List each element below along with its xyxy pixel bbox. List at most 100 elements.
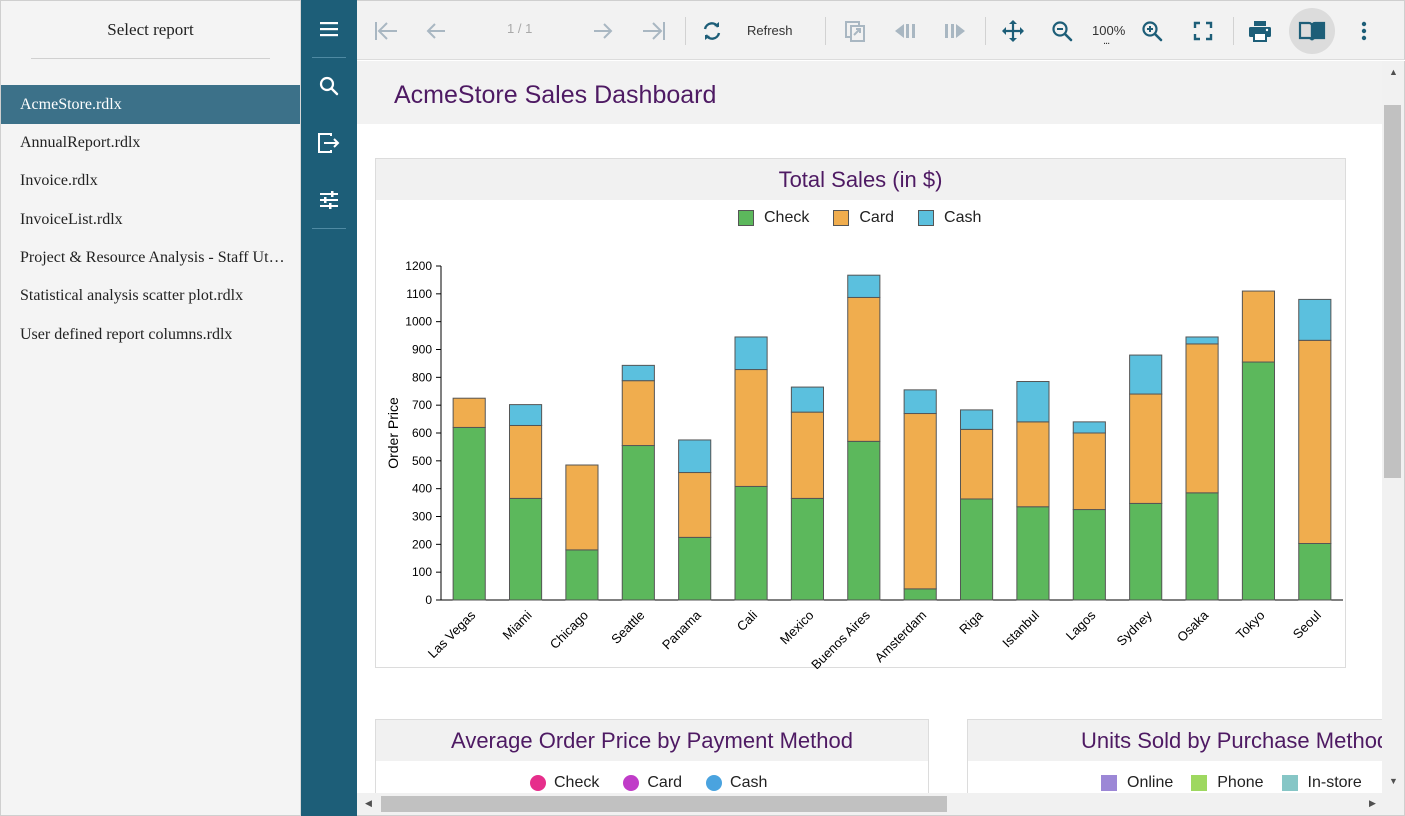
sidebar-divider xyxy=(312,57,346,58)
horizontal-scrollbar[interactable]: ◀ ▶ xyxy=(357,793,1382,816)
last-page-button[interactable] xyxy=(639,11,669,51)
avg-order-price-legend: Check Card Cash xyxy=(530,774,791,792)
report-item-invoicelist[interactable]: InvoiceList.rdlx xyxy=(1,201,300,239)
units-sold-title: Units Sold by Purchase Method xyxy=(968,720,1382,761)
x-tick-label: Istanbul xyxy=(999,607,1042,650)
bar-cash xyxy=(1298,298,1332,341)
first-page-button[interactable] xyxy=(371,11,401,51)
zoom-level[interactable]: 100% xyxy=(1092,23,1126,38)
fullscreen-button[interactable] xyxy=(1188,11,1218,51)
bar-check xyxy=(621,445,655,601)
parent-report-button[interactable] xyxy=(840,11,870,51)
legend-swatch-check xyxy=(738,210,754,226)
fullscreen-icon xyxy=(1193,21,1213,41)
legend-item-online: Online xyxy=(1101,774,1173,792)
legend-item-instore: In-store xyxy=(1281,774,1362,792)
pan-mode-button[interactable] xyxy=(998,11,1028,51)
bar-cash xyxy=(678,439,712,474)
bar-card xyxy=(452,397,486,428)
bar-cash xyxy=(621,364,655,382)
bar-cash xyxy=(1129,354,1163,395)
bar-check xyxy=(1298,542,1332,601)
bar-card xyxy=(508,424,543,499)
report-list: AcmeStore.rdlx AnnualReport.rdlx Invoice… xyxy=(1,85,300,354)
legend-label: In-store xyxy=(1307,774,1362,791)
toolbar-divider xyxy=(985,17,986,45)
bar-check xyxy=(847,440,881,601)
bar-cash xyxy=(790,386,825,413)
next-section-button[interactable] xyxy=(940,11,970,51)
bar-cash xyxy=(734,336,768,371)
bar-card xyxy=(790,411,825,499)
parameters-button[interactable] xyxy=(301,172,357,228)
legend-swatch-card xyxy=(833,210,850,226)
bar-check xyxy=(452,426,486,601)
previous-page-button[interactable] xyxy=(421,11,451,51)
report-item-annualreport[interactable]: AnnualReport.rdlx xyxy=(1,124,300,162)
pan-mode-icon xyxy=(1002,20,1024,42)
bar-card xyxy=(903,413,937,590)
report-item-invoice[interactable]: Invoice.rdlx xyxy=(1,162,300,200)
scrollbar-corner xyxy=(1382,793,1405,816)
legend-item-check: Check xyxy=(738,209,809,227)
next-section-icon xyxy=(945,24,965,38)
y-axis-label: Order Price xyxy=(385,397,401,469)
x-tick-label: Panama xyxy=(659,607,704,652)
more-options-button[interactable] xyxy=(1349,11,1379,51)
scroll-left-arrow[interactable]: ◀ xyxy=(365,798,372,808)
more-options-icon xyxy=(1361,21,1367,41)
report-item-label: AnnualReport.rdlx xyxy=(20,134,141,152)
galley-mode-button[interactable] xyxy=(1297,11,1327,51)
search-button[interactable] xyxy=(301,58,357,114)
toolbar-divider xyxy=(1233,17,1234,45)
bar-check xyxy=(1185,492,1219,601)
zoom-dropdown[interactable]: ... xyxy=(1103,35,1110,47)
report-item-acmestore[interactable]: AcmeStore.rdlx xyxy=(1,85,300,124)
scroll-right-arrow[interactable]: ▶ xyxy=(1369,798,1376,808)
parent-report-icon xyxy=(845,21,865,42)
y-tick-label: 500 xyxy=(412,454,432,468)
print-button[interactable] xyxy=(1245,11,1275,51)
horizontal-scroll-thumb[interactable] xyxy=(381,796,947,812)
zoom-in-icon xyxy=(1142,21,1163,42)
bar-cash xyxy=(903,389,937,415)
legend-label: Online xyxy=(1127,774,1174,791)
vertical-scrollbar[interactable]: ▲ ▼ xyxy=(1382,61,1405,793)
previous-section-button[interactable] xyxy=(890,11,920,51)
zoom-in-button[interactable] xyxy=(1137,11,1167,51)
bar-check xyxy=(508,497,543,601)
refresh-button[interactable] xyxy=(697,11,727,51)
legend-item-card: Card xyxy=(623,774,682,792)
report-item-project-resource[interactable]: Project & Resource Analysis - Staff Util… xyxy=(1,239,300,277)
bar-card xyxy=(1016,421,1050,508)
y-tick-label: 900 xyxy=(412,343,432,357)
refresh-label[interactable]: Refresh xyxy=(747,23,793,38)
report-item-label: AcmeStore.rdlx xyxy=(20,95,122,113)
legend-item-card: Card xyxy=(833,209,894,227)
bar-check xyxy=(1241,361,1276,601)
legend-label: Cash xyxy=(730,774,768,791)
bar-check xyxy=(678,536,712,601)
report-item-user-defined-columns[interactable]: User defined report columns.rdlx xyxy=(1,315,300,353)
zoom-out-button[interactable] xyxy=(1047,11,1077,51)
y-tick-label: 100 xyxy=(412,565,432,579)
legend-swatch-phone xyxy=(1191,775,1208,791)
y-tick-label: 300 xyxy=(412,510,432,524)
total-sales-title: Total Sales (in $) xyxy=(376,159,1345,200)
scroll-down-arrow[interactable]: ▼ xyxy=(1389,776,1398,786)
vertical-scroll-thumb[interactable] xyxy=(1384,105,1401,478)
bar-card xyxy=(1072,432,1106,511)
report-item-label: Invoice.rdlx xyxy=(20,172,98,190)
scroll-up-arrow[interactable]: ▲ xyxy=(1389,67,1398,77)
legend-dot-card xyxy=(623,775,640,791)
export-button[interactable] xyxy=(301,115,357,171)
bar-card xyxy=(678,472,712,538)
page-indicator[interactable]: 1 / 1 xyxy=(507,21,533,36)
menu-button[interactable] xyxy=(301,1,357,57)
units-sold-legend: Online Phone In-store xyxy=(1101,774,1382,792)
x-tick-label: Chicago xyxy=(547,608,591,652)
viewer-sidebar xyxy=(301,0,357,816)
toolbar-divider xyxy=(825,17,826,45)
report-item-statistical-scatter[interactable]: Statistical analysis scatter plot.rdlx xyxy=(1,277,300,315)
next-page-button[interactable] xyxy=(588,11,618,51)
